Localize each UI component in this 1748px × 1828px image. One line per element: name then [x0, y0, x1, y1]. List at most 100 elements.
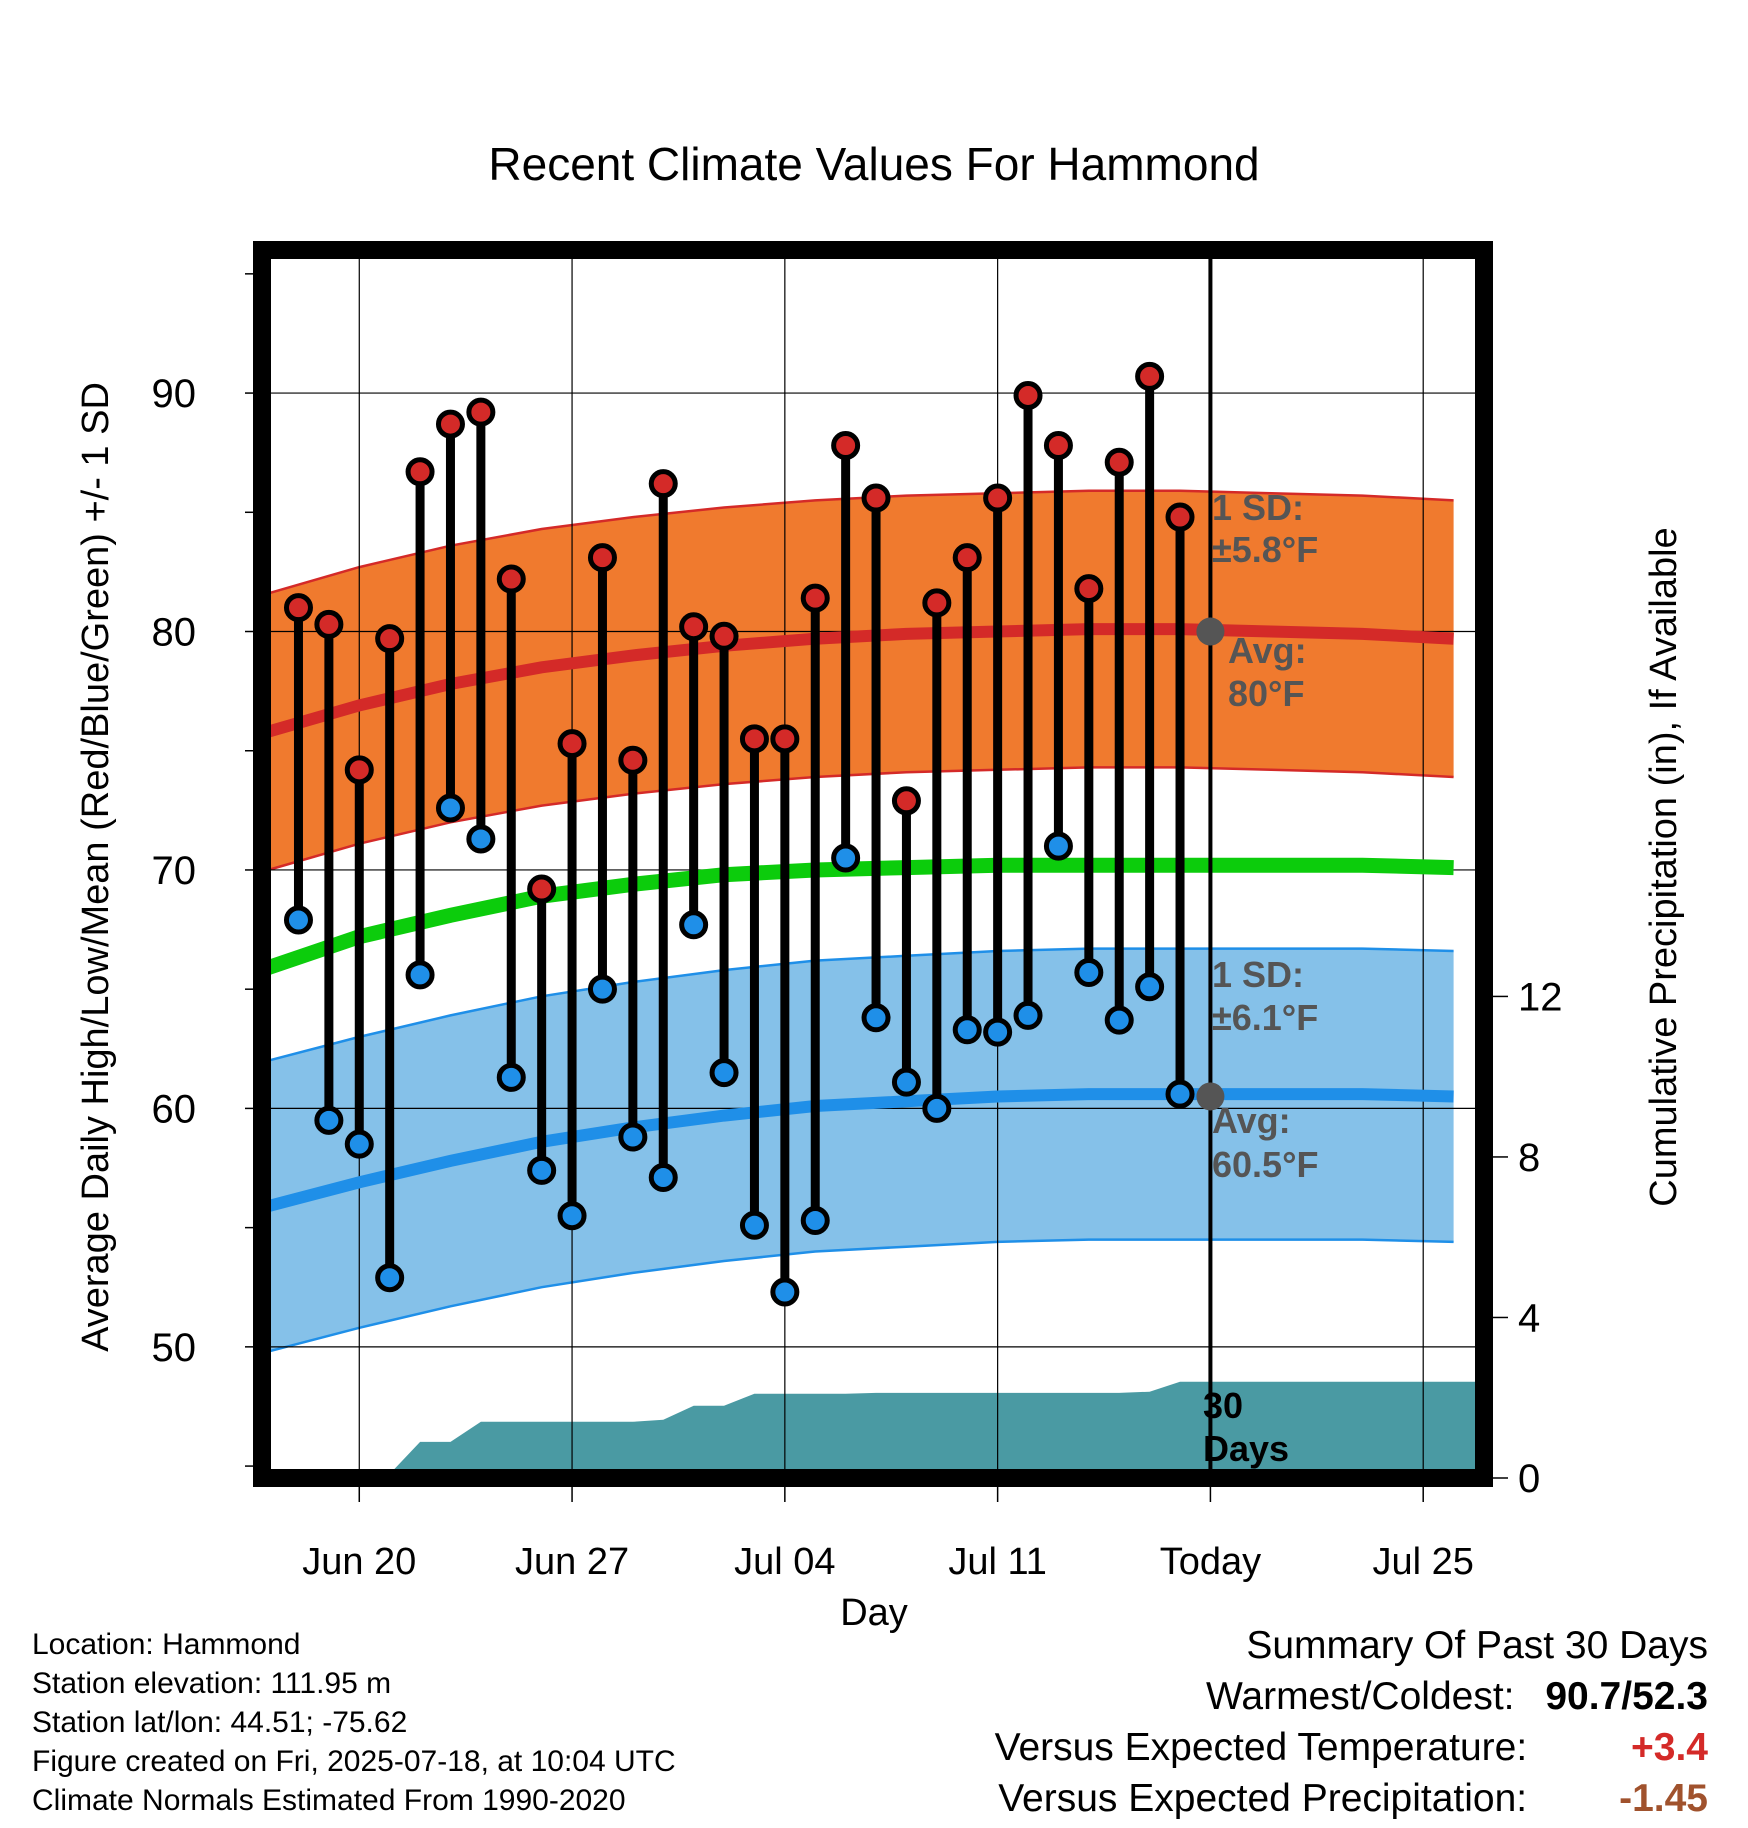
daily-low-point	[952, 1015, 982, 1045]
elevation-text: Station elevation: 111.95 m	[32, 1667, 392, 1700]
warmest-coldest-value: 90.7/52.3	[1545, 1671, 1708, 1722]
daily-high-point	[618, 745, 648, 775]
precip-anomaly-value: -1.45	[1619, 1777, 1708, 1820]
coldest-value: 52.3	[1632, 1675, 1708, 1718]
x-tick-label: Jun 20	[302, 1541, 416, 1583]
daily-low-point	[466, 824, 496, 854]
annotation-low-sd: 1 SD:	[1212, 954, 1304, 995]
daily-high-point	[861, 483, 891, 513]
y2-tick-label: 8	[1518, 1136, 1540, 1180]
daily-low-point	[618, 1122, 648, 1152]
mean-normal-line	[265, 857, 1454, 975]
precip-area	[268, 1381, 1484, 1478]
daily-low-point	[1013, 1000, 1043, 1030]
y2-tick-label: 12	[1518, 975, 1563, 1019]
x-tick-label: Jul 25	[1373, 1541, 1474, 1583]
daily-high-point	[952, 543, 982, 573]
daily-low-point	[891, 1067, 921, 1097]
daily-low-point	[344, 1129, 374, 1159]
daily-low-point	[679, 910, 709, 940]
daily-high-point	[679, 612, 709, 642]
daily-high-point	[466, 397, 496, 427]
temp-anomaly-row: Versus Expected Temperature: +3.4	[995, 1722, 1708, 1773]
daily-low-point	[739, 1210, 769, 1240]
y-axis-label: Average Daily High/Low/Mean (Red/Blue/Gr…	[75, 382, 117, 1352]
daily-high-point	[527, 874, 557, 904]
temp-anomaly-value: +3.4	[1631, 1726, 1708, 1769]
chart-title: Recent Climate Values For Hammond	[488, 138, 1259, 190]
y-tick-label: 50	[152, 1326, 197, 1370]
annotation-high-sd-val: ±5.8°F	[1212, 529, 1318, 570]
daily-high-point	[344, 755, 374, 785]
daily-low-point	[587, 974, 617, 1004]
daily-low-point	[314, 1105, 344, 1135]
daily-high-point	[709, 621, 739, 651]
annotation-low-avg-val: 60.5°F	[1212, 1144, 1318, 1185]
annotation-high-avg-val: 80°F	[1228, 673, 1304, 714]
daily-low-point	[1104, 1005, 1134, 1035]
annotation-high-avg: Avg:	[1228, 630, 1307, 671]
daily-low-point	[1135, 972, 1165, 1002]
daily-low-point	[648, 1163, 678, 1193]
daily-high-point	[770, 724, 800, 754]
daily-high-point	[1135, 361, 1165, 391]
daily-high-point	[983, 483, 1013, 513]
daily-high-point	[314, 609, 344, 639]
plot-frame	[253, 241, 1493, 1487]
warmest-coldest-row: Warmest/Coldest: 90.7/52.3	[995, 1671, 1708, 1722]
daily-low-point	[375, 1263, 405, 1293]
daily-high-point	[283, 593, 313, 623]
precip-anomaly-row: Versus Expected Precipitation: -1.45	[995, 1773, 1708, 1824]
high-sd-lower-line	[267, 766, 1454, 872]
y-tick-label: 70	[152, 849, 197, 893]
today-high-normal-marker	[1196, 617, 1225, 646]
daily-high-point	[1043, 431, 1073, 461]
daily-high-point	[648, 469, 678, 499]
daily-low-point	[527, 1155, 557, 1185]
daily-low-point	[1074, 957, 1104, 987]
daily-high-point	[405, 457, 435, 487]
daily-low-point	[496, 1062, 526, 1092]
x-tick-label: Today	[1160, 1541, 1261, 1583]
y-tick-label: 60	[152, 1087, 197, 1131]
warmest-value: 90.7	[1545, 1675, 1622, 1718]
daily-low-point	[770, 1277, 800, 1307]
annotation-precip-line1: 30	[1203, 1385, 1243, 1426]
today-low-normal-marker	[1196, 1082, 1225, 1111]
location-text: Location: Hammond	[32, 1628, 301, 1661]
x-tick-label: Jun 27	[515, 1541, 629, 1583]
daily-low-point	[1165, 1079, 1195, 1109]
daily-low-point	[405, 960, 435, 990]
daily-high-point	[1165, 502, 1195, 532]
annotation-high-sd: 1 SD:	[1212, 487, 1304, 528]
y-tick-label: 90	[152, 372, 197, 416]
low-sd-band	[268, 948, 1454, 1352]
daily-low-point	[1043, 831, 1073, 861]
low-sd-lower-line	[267, 1238, 1454, 1353]
daily-low-point	[922, 1093, 952, 1123]
x-axis-label: Day	[840, 1592, 908, 1634]
x-tick-label: Jul 04	[734, 1541, 835, 1583]
daily-low-point	[283, 905, 313, 935]
daily-high-point	[375, 624, 405, 654]
daily-low-point	[709, 1058, 739, 1088]
summary-title: Summary Of Past 30 Days	[1246, 1624, 1708, 1667]
warmest-coldest-label: Warmest/Coldest:	[1206, 1675, 1515, 1718]
separator: /	[1621, 1675, 1633, 1718]
normals-text: Climate Normals Estimated From 1990-2020	[32, 1784, 626, 1817]
daily-high-point	[496, 564, 526, 594]
daily-low-point	[861, 1003, 891, 1033]
y2-tick-label: 4	[1518, 1296, 1540, 1340]
daily-high-point	[587, 543, 617, 573]
summary-panel: Summary Of Past 30 Days Warmest/Coldest:…	[995, 1620, 1708, 1824]
high-normal-line	[266, 623, 1454, 738]
daily-high-point	[1013, 380, 1043, 410]
annotation-precip-line2: Days	[1203, 1428, 1289, 1469]
high-sd-band	[268, 490, 1454, 870]
latlon-text: Station lat/lon: 44.51; -75.62	[32, 1706, 408, 1739]
x-tick-label: Jul 11	[948, 1541, 1047, 1583]
daily-high-point	[831, 431, 861, 461]
